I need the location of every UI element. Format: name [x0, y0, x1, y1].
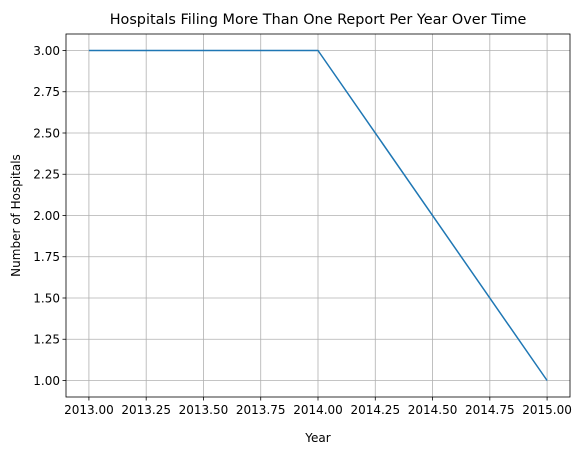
x-tick-label: 2013.25	[121, 403, 171, 417]
y-tick-label: 1.75	[33, 250, 60, 264]
x-tick-label: 2013.50	[179, 403, 229, 417]
x-tick-label: 2013.75	[236, 403, 286, 417]
y-tick-label: 3.00	[33, 44, 60, 58]
y-tick-label: 2.00	[33, 209, 60, 223]
x-tick-label: 2014.50	[408, 403, 458, 417]
x-tick-label: 2015.00	[522, 403, 572, 417]
y-tick-label: 1.25	[33, 333, 60, 347]
x-axis-label: Year	[304, 431, 330, 445]
y-tick-label: 2.75	[33, 85, 60, 99]
x-tick-label: 2014.75	[465, 403, 515, 417]
y-tick-label: 2.50	[33, 126, 60, 140]
chart-title: Hospitals Filing More Than One Report Pe…	[110, 12, 527, 28]
y-tick-label: 1.00	[33, 374, 60, 388]
y-tick-label: 2.25	[33, 168, 60, 182]
x-tick-label: 2014.00	[293, 403, 343, 417]
x-tick-label: 2013.00	[64, 403, 114, 417]
y-axis-label: Number of Hospitals	[9, 154, 23, 277]
y-tick-label: 1.50	[33, 291, 60, 305]
x-tick-label: 2014.25	[350, 403, 400, 417]
